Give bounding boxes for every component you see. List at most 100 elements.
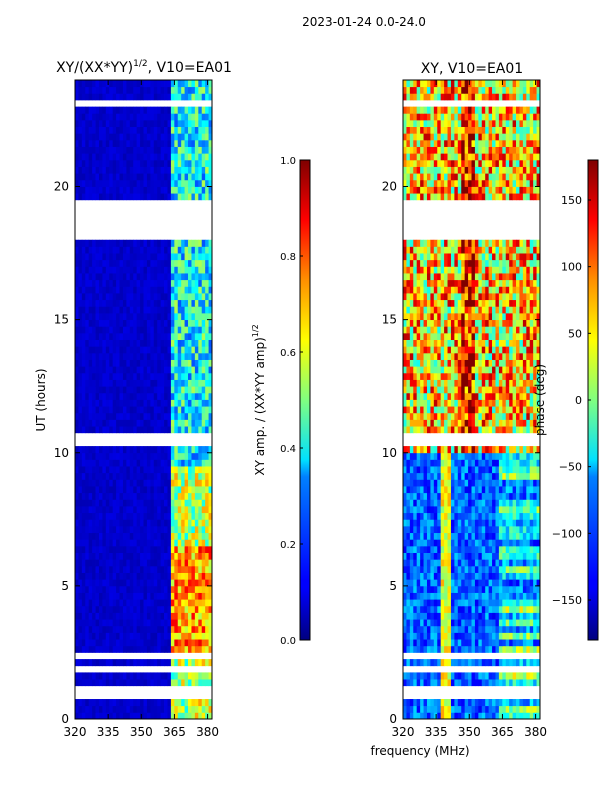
heatmap-cell: [119, 639, 124, 647]
heatmap-cell: [201, 113, 206, 121]
heatmap-cell: [205, 466, 209, 474]
heatmap-cell: [509, 592, 513, 600]
heatmap-cell: [201, 599, 206, 607]
heatmap-cell: [109, 419, 114, 427]
heatmap-cell: [184, 366, 189, 374]
heatmap-cell: [533, 699, 537, 707]
heatmap-cell: [516, 466, 520, 474]
heatmap-cell: [208, 492, 213, 500]
heatmap-cell: [184, 279, 189, 287]
heatmap-cell: [522, 565, 527, 573]
heatmap-cell: [478, 672, 483, 680]
heatmap-cell: [416, 579, 421, 587]
heatmap-cell: [174, 359, 179, 367]
heatmap-cell: [88, 712, 93, 720]
heatmap-cell: [188, 426, 192, 434]
heatmap-cell: [481, 585, 486, 593]
heatmap-cell: [447, 539, 452, 547]
heatmap-cell: [95, 299, 100, 307]
heatmap-cell: [129, 705, 134, 713]
heatmap-cell: [444, 466, 448, 474]
heatmap-cell: [194, 472, 199, 480]
heatmap-cell: [133, 592, 138, 600]
heatmap-cell: [140, 572, 144, 580]
heatmap-cell: [167, 106, 172, 114]
heatmap-cell: [485, 552, 490, 560]
heatmap-cell: [488, 645, 493, 653]
heatmap-cell: [181, 572, 185, 580]
heatmap-cell: [164, 605, 168, 613]
heatmap-cell: [208, 179, 213, 187]
heatmap-cell: [78, 179, 83, 187]
heatmap-cell: [468, 459, 472, 467]
heatmap-cell: [153, 419, 158, 427]
heatmap-cell: [119, 119, 124, 127]
heatmap-cell: [102, 93, 107, 101]
heatmap-cell: [116, 392, 120, 400]
heatmap-cell: [444, 632, 448, 640]
heatmap-cell: [143, 559, 148, 567]
heatmap-cell: [119, 153, 124, 161]
heatmap-cell: [512, 712, 517, 720]
heatmap-cell: [184, 332, 189, 340]
heatmap-cell: [133, 412, 138, 420]
heatmap-cell: [95, 552, 100, 560]
heatmap-cell: [201, 126, 206, 134]
heatmap-cell: [505, 645, 510, 653]
heatmap-cell: [201, 539, 206, 547]
heatmap-cell: [444, 599, 448, 607]
heatmap-cell: [529, 479, 534, 487]
heatmap-cell: [188, 605, 192, 613]
colorbar-tick-label: 0.6: [280, 348, 296, 359]
heatmap-cell: [140, 299, 144, 307]
heatmap-cell: [167, 399, 172, 407]
heatmap-cell: [122, 346, 127, 354]
heatmap-cell: [109, 299, 114, 307]
heatmap-cell: [102, 512, 107, 520]
heatmap-cell: [92, 366, 96, 374]
heatmap-cell: [75, 126, 79, 134]
heatmap-cell: [406, 572, 411, 580]
heatmap-cell: [150, 259, 155, 267]
heatmap-cell: [433, 559, 438, 567]
heatmap-cell: [205, 579, 209, 587]
heatmap-cell: [409, 492, 414, 500]
heatmap-cell: [181, 339, 185, 347]
heatmap-cell: [150, 419, 155, 427]
heatmap-cell: [105, 392, 110, 400]
heatmap-cell: [116, 645, 120, 653]
heatmap-cell: [481, 426, 486, 434]
heatmap-cell: [492, 545, 496, 553]
heatmap-cell: [78, 486, 83, 494]
heatmap-cell: [116, 565, 120, 573]
heatmap-cell: [437, 585, 442, 593]
heatmap-cell: [112, 466, 117, 474]
heatmap-cell: [75, 386, 79, 394]
heatmap-cell: [78, 499, 83, 507]
heatmap-cell: [181, 146, 185, 154]
heatmap-cell: [536, 545, 541, 553]
heatmap-cell: [150, 545, 155, 553]
heatmap-cell: [184, 159, 189, 167]
heatmap-cell: [198, 645, 203, 653]
heatmap-cell: [143, 339, 148, 347]
heatmap-cell: [75, 239, 79, 247]
heatmap-cell: [416, 452, 421, 460]
heatmap-cell: [423, 499, 428, 507]
heatmap-cell: [150, 512, 155, 520]
heatmap-cell: [146, 612, 151, 620]
heatmap-cell: [92, 186, 96, 194]
heatmap-cell: [78, 259, 83, 267]
heatmap-cell: [191, 625, 196, 633]
heatmap-cell: [136, 80, 141, 88]
heatmap-cell: [181, 359, 185, 367]
heatmap-cell: [105, 359, 110, 367]
heatmap-cell: [423, 419, 428, 427]
heatmap-cell: [164, 246, 168, 254]
heatmap-cell: [529, 619, 534, 627]
heatmap-cell: [423, 572, 428, 580]
heatmap-cell: [170, 559, 175, 567]
heatmap-cell: [444, 525, 448, 534]
heatmap-cell: [184, 259, 189, 267]
heatmap-cell: [170, 699, 175, 707]
